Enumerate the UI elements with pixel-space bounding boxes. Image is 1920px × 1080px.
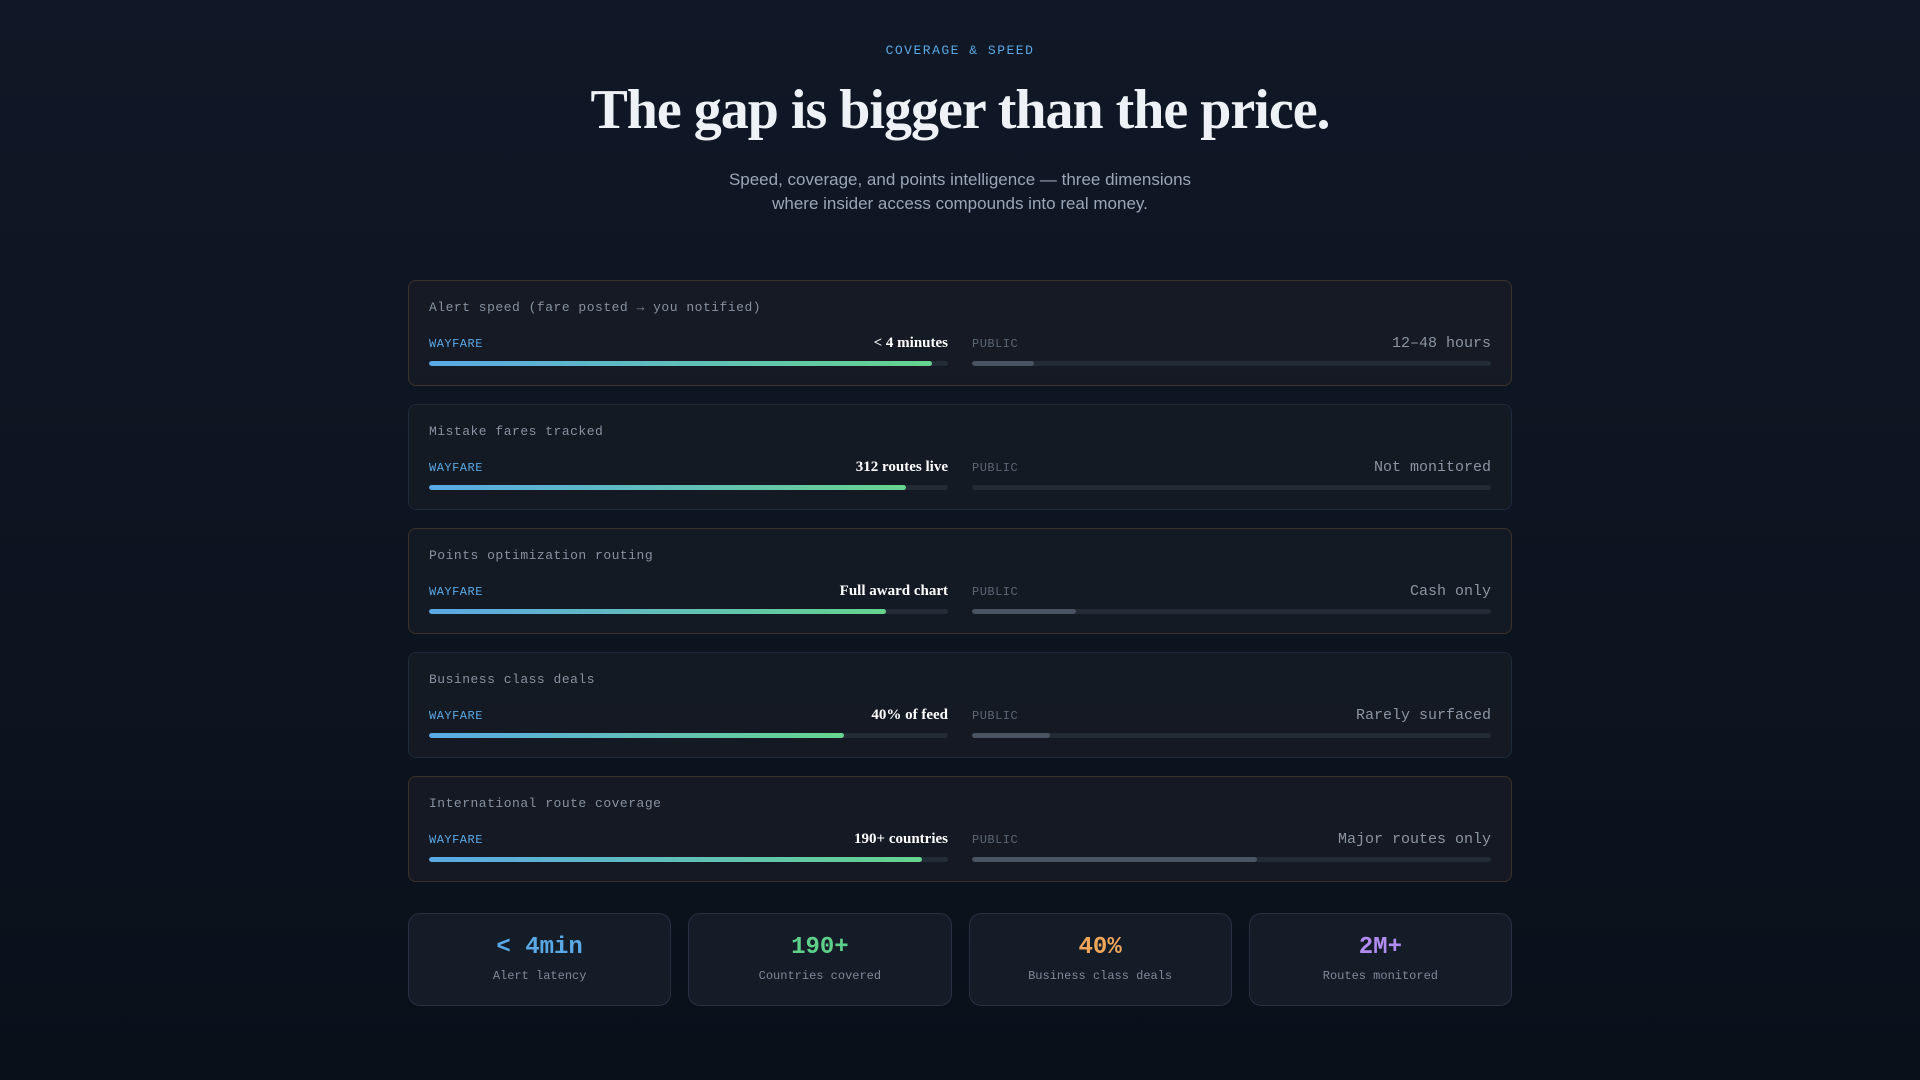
stat-card: < 4min Alert latency bbox=[408, 913, 672, 1006]
metric-label: Points optimization routing bbox=[429, 548, 654, 563]
public-track bbox=[972, 485, 1491, 490]
public-bar bbox=[972, 733, 1050, 738]
subtitle-line: where insider access compounds into real… bbox=[772, 194, 1148, 213]
stat-value: 190+ bbox=[791, 934, 849, 961]
columns: WAYFARE 190+ countries PUBLIC Major routes … bbox=[429, 831, 1491, 862]
public-bar bbox=[972, 857, 1258, 862]
wayfare-track bbox=[429, 485, 948, 490]
public-tag: PUBLIC bbox=[972, 585, 1019, 599]
public-value: Rarely surfaced bbox=[1355, 707, 1491, 724]
public-value: Cash only bbox=[1409, 583, 1491, 600]
wayfare-track bbox=[429, 857, 948, 862]
wayfare-tag: WAYFARE bbox=[429, 709, 483, 723]
stat-card: 190+ Countries covered bbox=[688, 913, 952, 1006]
wayfare-column: WAYFARE 312 routes live bbox=[429, 459, 948, 490]
public-value: 12–48 hours bbox=[1391, 335, 1491, 352]
comparison-card: Alert speed (fare posted → you notified)… bbox=[408, 280, 1512, 386]
public-header: PUBLIC Cash only bbox=[972, 583, 1491, 601]
metric-label: Mistake fares tracked bbox=[429, 424, 604, 439]
container: COVERAGE & SPEED The gap is bigger than … bbox=[408, 0, 1512, 1006]
public-column: PUBLIC 12–48 hours bbox=[972, 335, 1491, 366]
public-header: PUBLIC Major routes only bbox=[972, 831, 1491, 849]
public-column: PUBLIC Major routes only bbox=[972, 831, 1491, 862]
wayfare-bar bbox=[429, 733, 845, 738]
public-value: Major routes only bbox=[1337, 831, 1491, 848]
wayfare-header: WAYFARE 312 routes live bbox=[429, 459, 948, 477]
public-track bbox=[972, 733, 1491, 738]
stat-value: 40% bbox=[1078, 934, 1122, 961]
comparison-card: Points optimization routing WAYFARE Full a… bbox=[408, 528, 1512, 634]
stats: < 4min Alert latency 190+ Countries covered… bbox=[408, 913, 1512, 1006]
wayfare-track bbox=[429, 733, 948, 738]
columns: WAYFARE Full award chart PUBLIC Cash only bbox=[429, 583, 1491, 614]
wayfare-tag: WAYFARE bbox=[429, 461, 483, 475]
public-column: PUBLIC Rarely surfaced bbox=[972, 707, 1491, 738]
public-track bbox=[972, 609, 1491, 614]
columns: WAYFARE < 4 minutes PUBLIC 12–48 hours bbox=[429, 335, 1491, 366]
wayfare-bar bbox=[429, 485, 907, 490]
wayfare-header: WAYFARE Full award chart bbox=[429, 583, 948, 601]
public-column: PUBLIC Not monitored bbox=[972, 459, 1491, 490]
wayfare-bar bbox=[429, 857, 923, 862]
public-header: PUBLIC Not monitored bbox=[972, 459, 1491, 477]
stat-card: 2M+ Routes monitored bbox=[1248, 913, 1512, 1006]
stat-label: Countries covered bbox=[758, 969, 882, 983]
wayfare-header: WAYFARE < 4 minutes bbox=[429, 335, 948, 353]
public-bar bbox=[972, 361, 1035, 366]
wayfare-tag: WAYFARE bbox=[429, 833, 483, 847]
columns: WAYFARE 312 routes live PUBLIC Not monitore… bbox=[429, 459, 1491, 490]
wayfare-tag: WAYFARE bbox=[429, 337, 483, 351]
wayfare-column: WAYFARE 190+ countries bbox=[429, 831, 948, 862]
wayfare-column: WAYFARE < 4 minutes bbox=[429, 335, 948, 366]
wayfare-column: WAYFARE Full award chart bbox=[429, 583, 948, 614]
columns: WAYFARE 40% of feed PUBLIC Rarely surfaced bbox=[429, 707, 1491, 738]
eyebrow: COVERAGE & SPEED bbox=[885, 43, 1035, 58]
stat-label: Alert latency bbox=[492, 969, 587, 983]
subtitle-line: Speed, coverage, and points intelligence… bbox=[728, 170, 1192, 189]
public-tag: PUBLIC bbox=[972, 337, 1019, 351]
stat-value: 2M+ bbox=[1358, 934, 1402, 961]
public-tag: PUBLIC bbox=[972, 709, 1019, 723]
public-tag: PUBLIC bbox=[972, 461, 1019, 475]
comparison-card: Business class deals WAYFARE 40% of feed PU… bbox=[408, 652, 1512, 758]
stat-value: < 4min bbox=[496, 934, 583, 961]
public-header: PUBLIC Rarely surfaced bbox=[972, 707, 1491, 725]
stat-card: 40% Business class deals bbox=[968, 913, 1232, 1006]
stat-label: Routes monitored bbox=[1322, 969, 1438, 983]
metric-label: International route coverage bbox=[429, 796, 662, 811]
public-header: PUBLIC 12–48 hours bbox=[972, 335, 1491, 353]
wayfare-header: WAYFARE 40% of feed bbox=[429, 707, 948, 725]
metric-label: Business class deals bbox=[429, 672, 596, 687]
wayfare-value: 40% of feed bbox=[871, 707, 948, 723]
wayfare-value: < 4 minutes bbox=[873, 335, 948, 351]
comparison-card: International route coverage WAYFARE 190+ … bbox=[408, 776, 1512, 882]
stat-label: Business class deals bbox=[1028, 969, 1173, 983]
wayfare-tag: WAYFARE bbox=[429, 585, 483, 599]
comparison-rows: Alert speed (fare posted → you notified)… bbox=[408, 280, 1512, 882]
public-value: Not monitored bbox=[1373, 459, 1491, 476]
wayfare-value: Full award chart bbox=[839, 583, 948, 599]
metric-label: Alert speed (fare posted → you notified) bbox=[429, 300, 762, 315]
wayfare-bar bbox=[429, 361, 933, 366]
wayfare-track bbox=[429, 609, 948, 614]
title: The gap is bigger than the price. bbox=[590, 79, 1330, 141]
wayfare-track bbox=[429, 361, 948, 366]
public-track bbox=[972, 361, 1491, 366]
subtitle: Speed, coverage, and points intelligence… bbox=[408, 168, 1512, 216]
public-tag: PUBLIC bbox=[972, 833, 1019, 847]
wayfare-value: 312 routes live bbox=[855, 459, 948, 475]
public-column: PUBLIC Cash only bbox=[972, 583, 1491, 614]
wayfare-column: WAYFARE 40% of feed bbox=[429, 707, 948, 738]
wayfare-bar bbox=[429, 609, 886, 614]
wayfare-header: WAYFARE 190+ countries bbox=[429, 831, 948, 849]
comparison-card: Mistake fares tracked WAYFARE 312 routes l… bbox=[408, 404, 1512, 510]
public-track bbox=[972, 857, 1491, 862]
wayfare-value: 190+ countries bbox=[854, 831, 948, 847]
public-bar bbox=[972, 609, 1076, 614]
